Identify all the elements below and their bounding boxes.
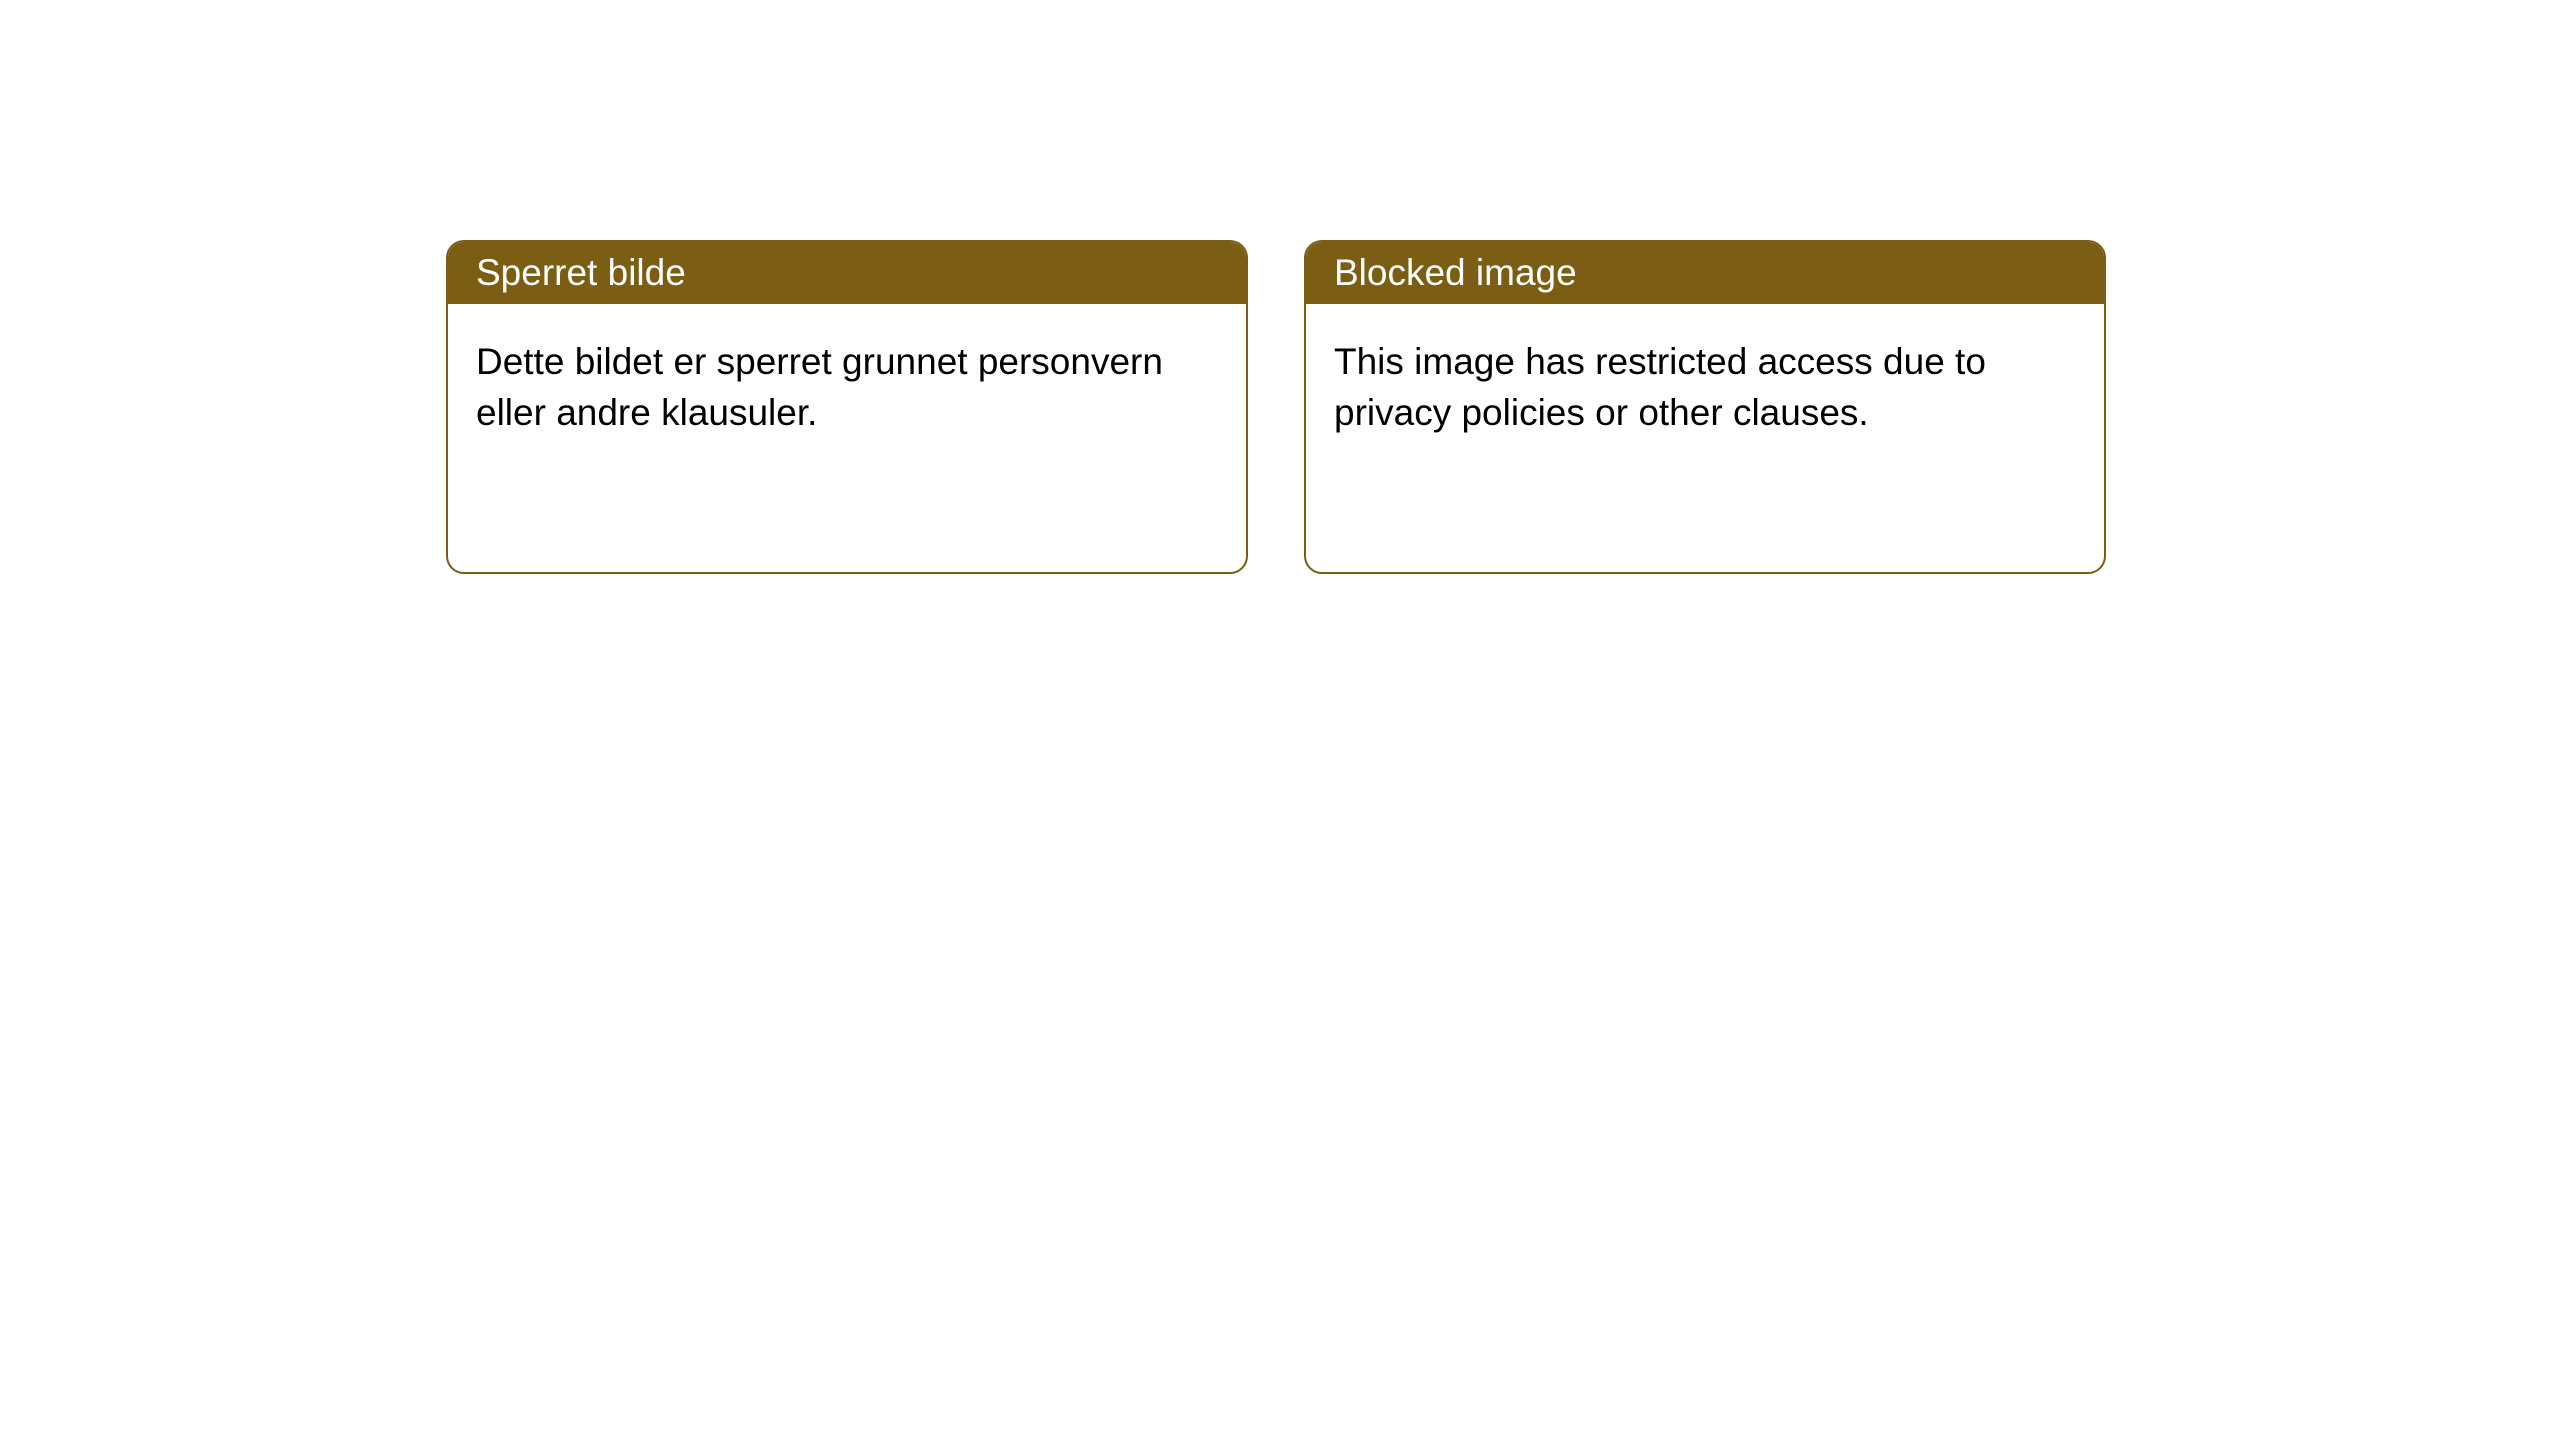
notice-body-norwegian: Dette bildet er sperret grunnet personve… — [448, 304, 1246, 470]
notice-container: Sperret bilde Dette bildet er sperret gr… — [0, 0, 2560, 574]
notice-box-norwegian: Sperret bilde Dette bildet er sperret gr… — [446, 240, 1248, 574]
notice-header-english: Blocked image — [1306, 242, 2104, 304]
notice-header-norwegian: Sperret bilde — [448, 242, 1246, 304]
notice-body-english: This image has restricted access due to … — [1306, 304, 2104, 470]
notice-box-english: Blocked image This image has restricted … — [1304, 240, 2106, 574]
